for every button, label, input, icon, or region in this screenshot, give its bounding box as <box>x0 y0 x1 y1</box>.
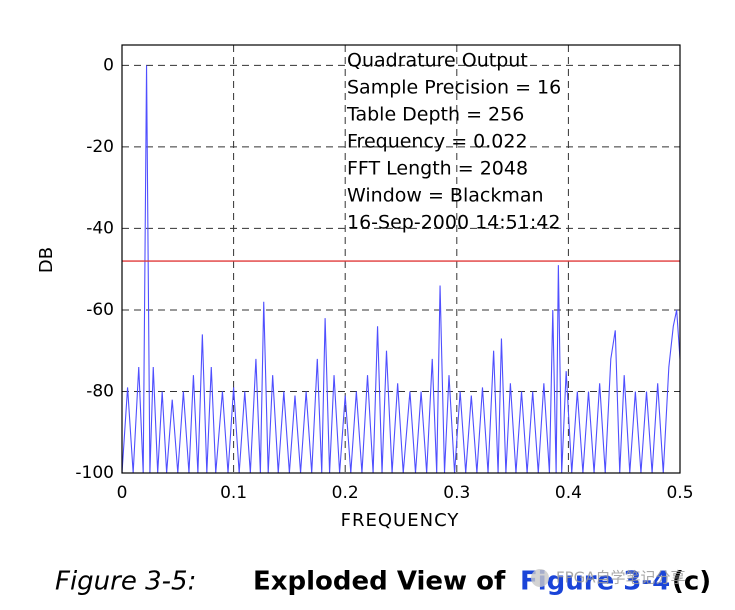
y-tick-label: -60 <box>86 300 114 320</box>
x-tick-label: 0.4 <box>555 483 582 503</box>
x-axis-label: FREQUENCY <box>341 510 460 531</box>
annotation: Quadrature Output <box>347 50 528 72</box>
annotation: 16-Sep-2000 14:51:42 <box>347 212 560 234</box>
y-tick-label: -80 <box>86 381 114 401</box>
x-tick-label: 0.2 <box>332 483 359 503</box>
y-tick-label: -40 <box>86 218 114 238</box>
annotation: Table Depth = 256 <box>346 104 524 126</box>
watermark: FPGA自学笔记分享 <box>556 569 686 587</box>
watermark-icon <box>531 569 549 587</box>
x-tick-label: 0.1 <box>220 483 247 503</box>
x-tick-label: 0 <box>117 483 128 503</box>
caption-text: Exploded View of <box>253 567 506 597</box>
plot-frame <box>121 44 681 474</box>
caption-suffix: (c) <box>672 567 711 597</box>
y-tick-label: 0 <box>103 55 114 75</box>
annotation: Frequency = 0.022 <box>347 131 528 153</box>
y-tick-label: -20 <box>86 137 114 157</box>
x-tick-label: 0.3 <box>443 483 470 503</box>
spectrum-line <box>121 65 681 474</box>
annotation: FFT Length = 2048 <box>347 158 528 180</box>
x-tick-label: 0.5 <box>666 483 693 503</box>
annotation: Window = Blackman <box>347 185 544 207</box>
annotation: Sample Precision = 16 <box>347 77 561 99</box>
caption-label: Figure 3-5: <box>55 567 196 597</box>
y-tick-label: -100 <box>75 463 114 483</box>
y-axis-label: DB <box>36 247 57 273</box>
